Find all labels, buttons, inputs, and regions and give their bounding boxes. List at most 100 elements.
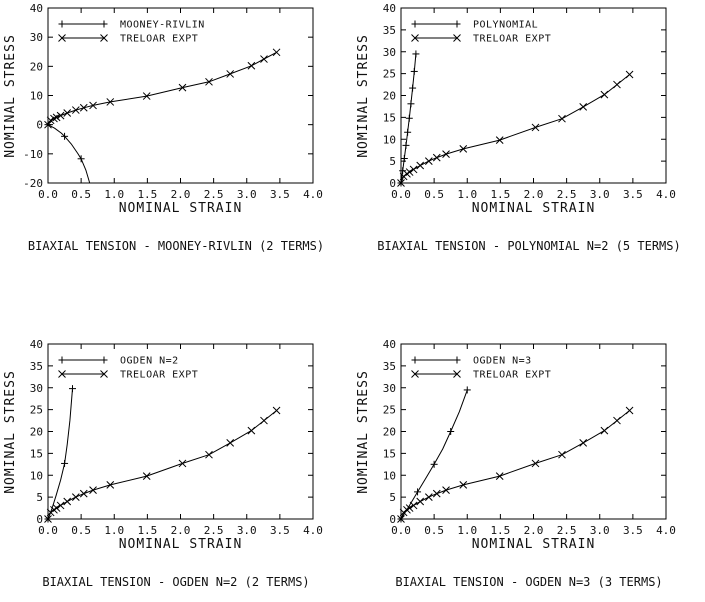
x-tick-label: 0.0 [391, 524, 411, 537]
x-marker-icon [247, 426, 256, 435]
x-marker-icon [442, 486, 450, 494]
x-marker-icon [416, 161, 425, 170]
x-marker-icon [531, 123, 540, 132]
x-marker-icon [613, 80, 621, 89]
x-marker-icon [58, 34, 66, 42]
x-marker-icon [411, 370, 419, 378]
x-tick-label: 3.0 [590, 524, 610, 537]
x-tick-label: 1.5 [490, 524, 510, 537]
x-tick-label: 1.5 [490, 188, 510, 201]
x-tick-label: 2.5 [204, 188, 224, 201]
series-line-0 [400, 53, 417, 184]
x-marker-icon [63, 497, 72, 506]
x-tick-label: 4.0 [303, 188, 323, 201]
y-tick-label: 35 [30, 360, 43, 373]
x-marker-icon [495, 136, 504, 144]
series-line-1 [47, 51, 277, 125]
x-marker-icon [531, 459, 540, 468]
x-marker-icon [432, 153, 441, 162]
x-tick-label: 4.0 [303, 524, 323, 537]
x-marker-icon [459, 145, 468, 153]
x-tick-label: 3.0 [590, 188, 610, 201]
chart-polynomial: 0.0 0.5 1.0 1.5 2.0 2.5 3.0 3.5 4.0 0 5 10 15 20 25 30 3… [353, 0, 705, 266]
x-marker-icon [142, 92, 151, 100]
chart-ogden-n3: 0.0 0.5 1.0 1.5 2.0 2.5 3.0 3.5 4.0 0 5 10 15 20 25 30 3… [353, 336, 705, 602]
chart-caption: BIAXIAL TENSION - OGDEN N=3 (3 TERMS) [395, 575, 663, 589]
x-marker-icon [442, 150, 450, 158]
series-line-1 [400, 74, 630, 184]
x-marker-icon [71, 106, 80, 114]
legend-label: TRELOAR EXPT [120, 370, 198, 381]
x-axis-label: NOMINAL STRAIN [118, 537, 243, 552]
x-tick-label: 2.5 [557, 188, 577, 201]
x-marker-icon [600, 90, 609, 99]
x-tick-label: 2.0 [171, 524, 191, 537]
series-line-1 [47, 410, 277, 520]
x-marker-icon [558, 114, 566, 123]
y-tick-label: 15 [383, 111, 396, 124]
x-marker-icon [600, 426, 609, 435]
x-tick-label: 2.5 [557, 524, 577, 537]
x-tick-label: 2.0 [171, 188, 191, 201]
y-tick-label: 10 [383, 469, 396, 482]
y-tick-label: 5 [36, 491, 43, 504]
x-marker-icon [44, 515, 52, 523]
y-tick-label: 20 [30, 60, 43, 73]
y-tick-label: 30 [383, 382, 396, 395]
y-axis-label: NOMINAL STRESS [3, 34, 18, 158]
y-axis-label: NOMINAL STRESS [356, 34, 371, 158]
x-marker-icon [405, 168, 414, 176]
x-marker-icon [44, 120, 52, 129]
y-tick-label: 10 [383, 133, 396, 146]
x-tick-label: 1.5 [137, 524, 157, 537]
y-tick-label: 5 [389, 491, 396, 504]
x-marker-icon [56, 501, 65, 510]
chart-caption: BIAXIAL TENSION - POLYNOMIAL N=2 (5 TERM… [377, 239, 681, 253]
y-tick-label: 0 [36, 119, 43, 132]
plot-mooney-rivlin: 0.0 0.5 1.0 1.5 2.0 2.5 3.0 3.5 4.0 -20 -10 0 10 20 30… [23, 2, 323, 201]
x-marker-icon [178, 459, 187, 468]
x-marker-icon [409, 165, 418, 174]
plot-ogden-n3: 0.0 0.5 1.0 1.5 2.0 2.5 3.0 3.5 4.0 0 5 10 15 20 25 30 3… [383, 338, 676, 537]
x-marker-icon [558, 450, 566, 459]
x-marker-icon [100, 370, 108, 378]
x-marker-icon [50, 114, 58, 123]
y-tick-label: -10 [23, 148, 43, 161]
x-tick-label: 4.0 [656, 188, 676, 201]
x-tick-label: 0.5 [71, 524, 91, 537]
x-marker-icon [79, 489, 88, 498]
legend-label: OGDEN N=3 [473, 356, 532, 367]
y-tick-label: 0 [389, 513, 396, 526]
x-marker-icon [52, 504, 61, 512]
x-marker-icon [613, 416, 621, 425]
series-line-0 [47, 124, 91, 184]
x-marker-icon [79, 103, 88, 112]
x-tick-label: 1.0 [104, 188, 124, 201]
plot-polynomial: 0.0 0.5 1.0 1.5 2.0 2.5 3.0 3.5 4.0 0 5 10 15 20 25 30 3… [383, 2, 676, 201]
x-marker-icon [411, 34, 419, 42]
x-axis-label: NOMINAL STRAIN [471, 201, 596, 216]
y-tick-label: 20 [383, 426, 396, 439]
y-tick-label: 40 [383, 2, 396, 15]
y-tick-label: 5 [389, 155, 396, 168]
x-marker-icon [106, 98, 115, 106]
legend-label: TRELOAR EXPT [473, 34, 551, 45]
x-marker-icon [260, 416, 268, 425]
y-tick-label: 20 [30, 426, 43, 439]
x-tick-label: 3.5 [270, 524, 290, 537]
chart-caption: BIAXIAL TENSION - OGDEN N=2 (2 TERMS) [42, 575, 310, 589]
legend-label: MOONEY-RIVLIN [120, 20, 205, 31]
x-marker-icon [409, 501, 418, 510]
series-line-0 [400, 389, 468, 520]
y-tick-label: 40 [30, 338, 43, 351]
x-marker-icon [579, 103, 588, 111]
x-marker-icon [89, 101, 97, 110]
x-marker-icon [405, 504, 414, 512]
y-tick-label: 0 [389, 177, 396, 190]
x-marker-icon [453, 370, 461, 378]
x-marker-icon [71, 493, 80, 501]
x-marker-icon [178, 83, 187, 92]
x-marker-icon [142, 472, 151, 480]
x-marker-icon [226, 70, 235, 78]
legend-label: TRELOAR EXPT [120, 34, 198, 45]
